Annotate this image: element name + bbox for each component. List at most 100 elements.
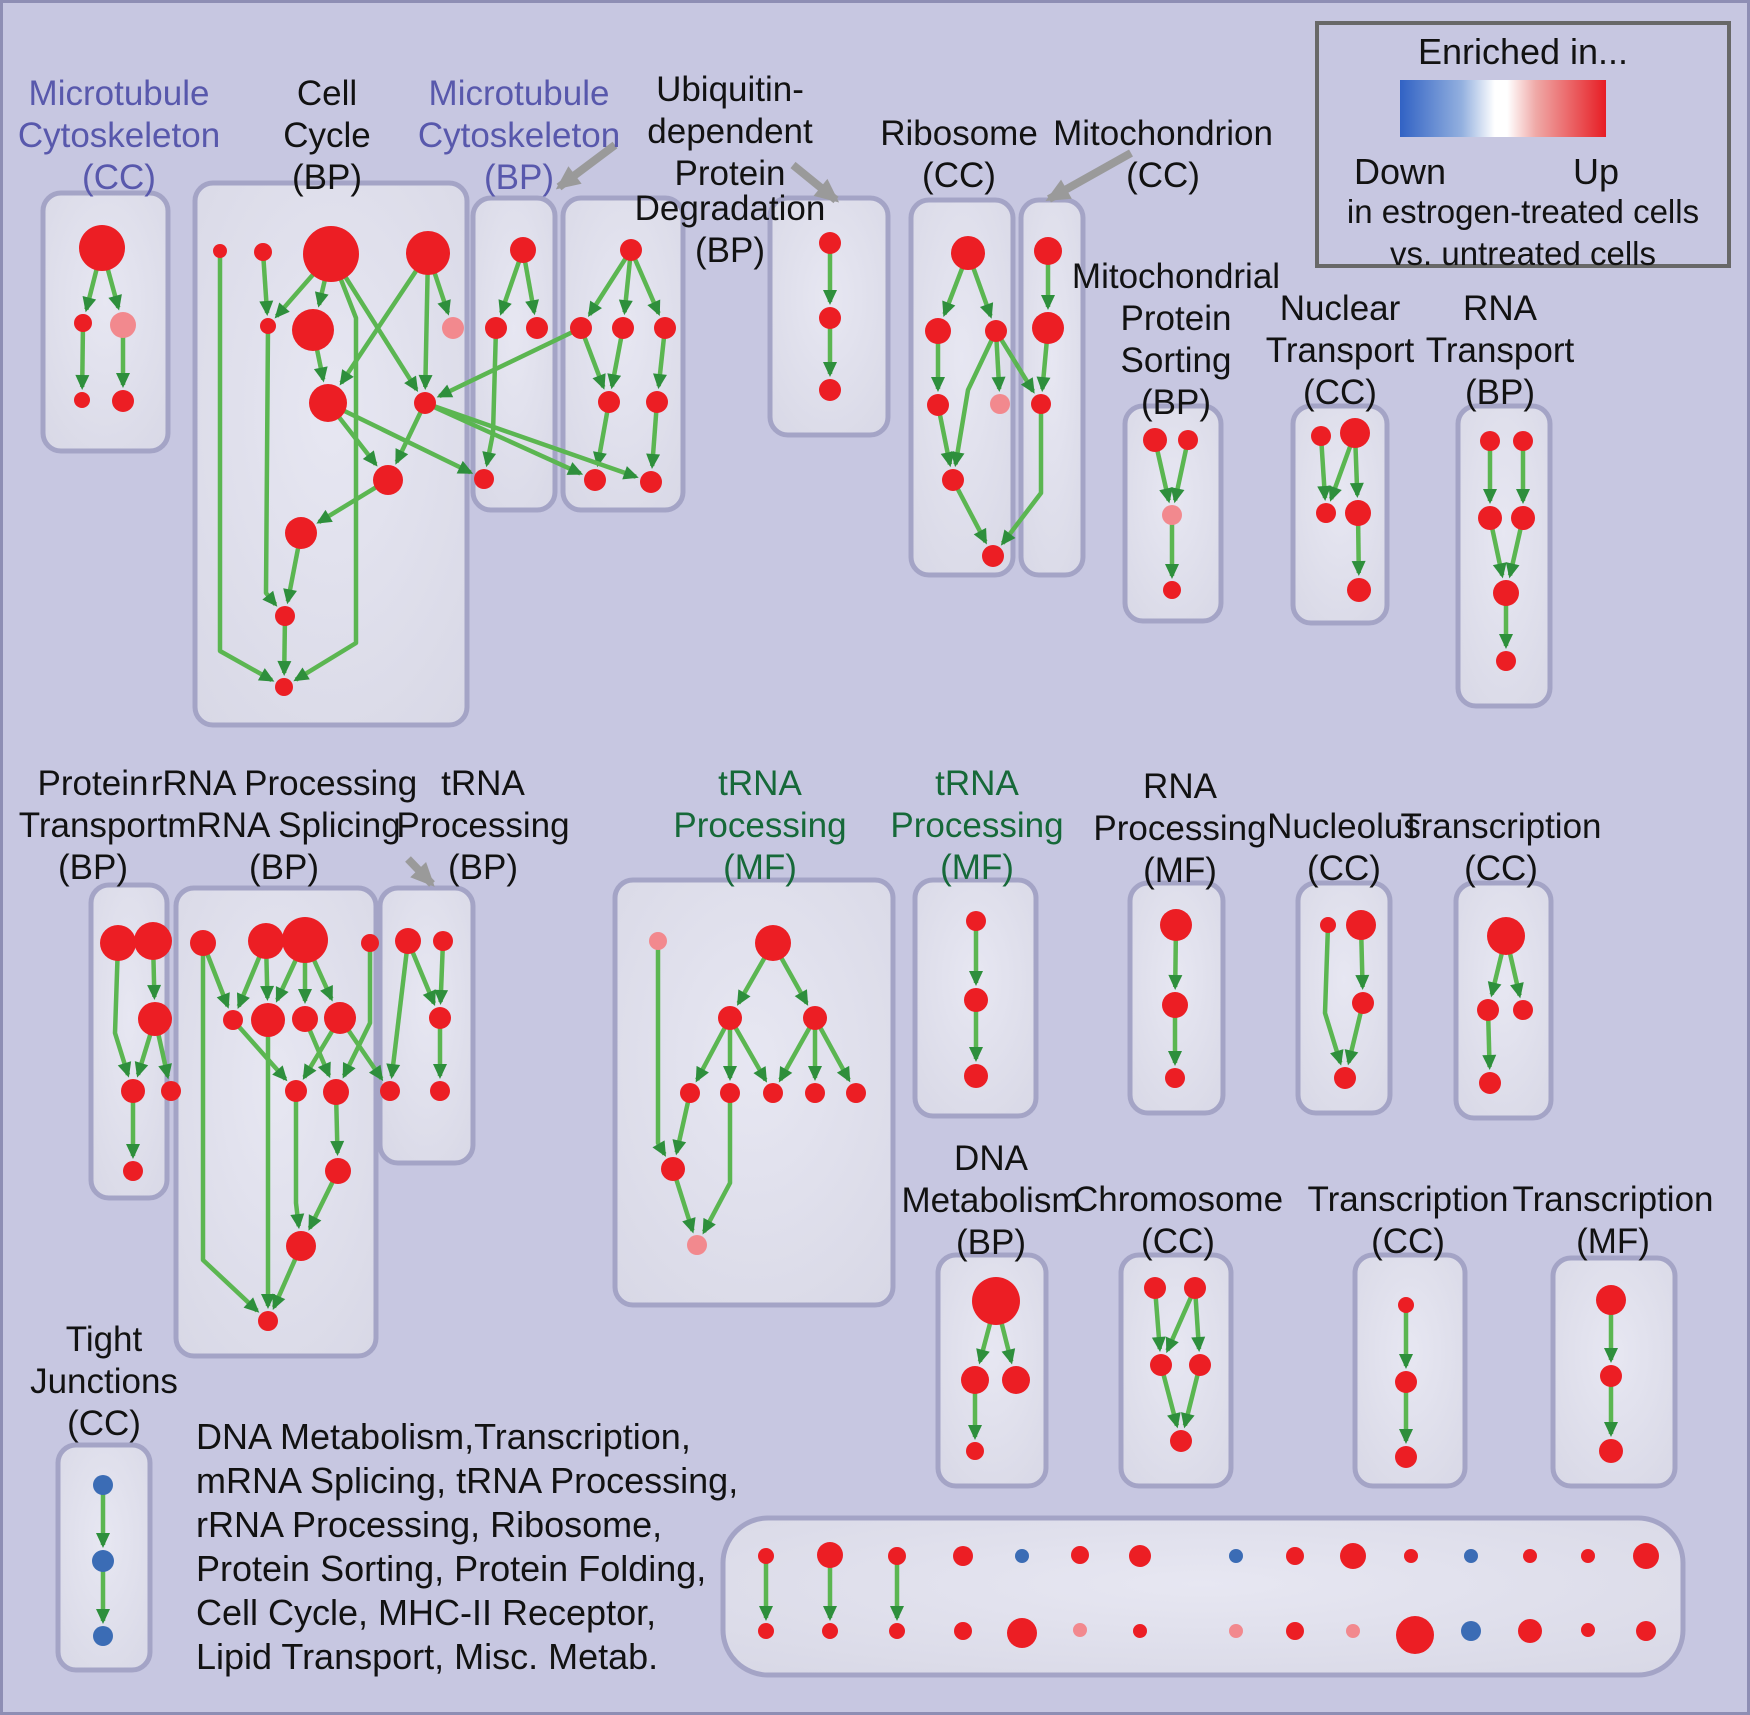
go-label-microtubule-cytoskeleton-cc: Microtubule Cytoskeleton (CC) bbox=[17, 74, 221, 197]
cell-cycle-node-11 bbox=[275, 606, 295, 626]
transcription-cc-bot-node-0 bbox=[1398, 1297, 1414, 1313]
ubiq-narrow-node-2 bbox=[819, 379, 841, 401]
cell-cycle-edge-7 bbox=[418, 252, 433, 390]
go-box-ribosome bbox=[908, 197, 1016, 578]
cell-cycle-node-12 bbox=[275, 678, 293, 696]
trna-mf-big-node-8 bbox=[846, 1083, 866, 1103]
go-label-ubiquitin-dependent-protein: Ubiquitin-dependent Protein bbox=[647, 70, 813, 193]
misc-cluster-node-19 bbox=[1007, 1618, 1037, 1648]
dna-metabolism-node-2 bbox=[1002, 1366, 1030, 1394]
rrna-mrna-node-7 bbox=[324, 1002, 356, 1034]
note-line: mRNA Splicing, tRNA Processing, bbox=[196, 1460, 739, 1501]
go-box-rrna-mrna bbox=[173, 885, 379, 1359]
note-line: Cell Cycle, MHC-II Receptor, bbox=[196, 1592, 657, 1633]
go-label-rna-processing-mf: RNA Processing (MF) bbox=[1093, 767, 1267, 890]
nuclear-transport-node-2 bbox=[1316, 503, 1336, 523]
network-diagram bbox=[40, 141, 1686, 1678]
legend-gradient-bar bbox=[1400, 80, 1606, 137]
misc-cluster-node-8 bbox=[1286, 1547, 1304, 1565]
misc-cluster-node-4 bbox=[1015, 1549, 1029, 1563]
trna-mf-big-edge-9 bbox=[672, 1092, 693, 1156]
tight-junctions-node-2 bbox=[93, 1626, 113, 1646]
go-label-dna-metabolism-bp: DNA Metabolism (BP) bbox=[901, 1139, 1081, 1262]
misc-cluster-node-15 bbox=[758, 1623, 774, 1639]
misc-cluster-node-7 bbox=[1229, 1549, 1243, 1563]
trna-mf-big-edge-8 bbox=[652, 941, 667, 1157]
cell-cycle-edge-8 bbox=[339, 251, 430, 386]
go-label-trna-processing-bp: tRNA Processing (BP) bbox=[396, 764, 570, 887]
mt-cc-node-4 bbox=[112, 390, 134, 412]
trna-bp-node-4 bbox=[430, 1081, 450, 1101]
rna-transport-node-0 bbox=[1480, 431, 1500, 451]
trna-mf-big-node-3 bbox=[803, 1006, 827, 1030]
go-label-nuclear-transport-cc: Nuclear Transport (CC) bbox=[1265, 289, 1415, 412]
chromosome-node-0 bbox=[1144, 1277, 1166, 1299]
go-box-cell-cycle bbox=[192, 180, 470, 728]
cell-cycle-node-9 bbox=[373, 465, 403, 495]
trna-mf-small-node-2 bbox=[964, 1064, 988, 1088]
transcription-cc-mid-node-2 bbox=[1513, 1000, 1533, 1020]
protein-transport-node-3 bbox=[121, 1079, 145, 1103]
misc-cluster-node-9 bbox=[1340, 1543, 1366, 1569]
go-box-trna-bp bbox=[377, 885, 476, 1166]
rrna-mrna-node-3 bbox=[361, 934, 379, 952]
ubiq-wide-node-1 bbox=[570, 317, 592, 339]
mito-sort-node-2 bbox=[1162, 505, 1182, 525]
dna-metabolism-node-1 bbox=[961, 1366, 989, 1394]
rna-proc-mf-node-0 bbox=[1160, 909, 1192, 941]
ribosome-node-3 bbox=[927, 394, 949, 416]
mt-cc-edge-2 bbox=[75, 322, 90, 390]
rrna-mrna-node-5 bbox=[251, 1003, 285, 1037]
misc-cluster-node-20 bbox=[1073, 1623, 1087, 1637]
cross-edge-0 bbox=[424, 400, 584, 476]
cell-cycle-node-7 bbox=[309, 384, 347, 422]
cross-edge-3 bbox=[327, 400, 474, 475]
ubiq-wide-node-7 bbox=[640, 471, 662, 493]
cross-edge-1 bbox=[424, 400, 639, 480]
rrna-mrna-node-0 bbox=[190, 930, 216, 956]
tight-junctions-node-0 bbox=[93, 1475, 113, 1495]
transcription-cc-mid-node-1 bbox=[1477, 999, 1499, 1021]
go-box-rna-transport bbox=[1455, 403, 1553, 709]
misc-cluster-node-24 bbox=[1346, 1624, 1360, 1638]
go-label-trna-processing-mf-1: tRNA Processing (MF) bbox=[673, 764, 847, 887]
go-box-protein-transport bbox=[88, 882, 170, 1201]
go-box-transcription-cc-mid bbox=[1453, 880, 1554, 1121]
trna-mf-big-node-10 bbox=[687, 1235, 707, 1255]
go-box-chromosome bbox=[1118, 1252, 1234, 1489]
misc-cluster-node-10 bbox=[1404, 1549, 1418, 1563]
nucleolus-node-2 bbox=[1352, 992, 1374, 1014]
cell-cycle-node-1 bbox=[254, 243, 272, 261]
ubiq-wide-node-6 bbox=[584, 469, 606, 491]
go-label-mitochondrial-protein-sorting-bp: Mitochondrial Protein Sorting (BP) bbox=[1071, 257, 1281, 422]
go-box-mt-cc bbox=[40, 190, 171, 454]
mt-cc-node-3 bbox=[74, 392, 90, 408]
trna-bp-edge-2 bbox=[386, 940, 411, 1080]
legend-down-label: Down bbox=[1353, 151, 1447, 192]
cell-cycle-edge-1 bbox=[259, 251, 274, 316]
go-box-dna-metabolism bbox=[935, 1252, 1049, 1489]
mt-cc-node-0 bbox=[79, 225, 125, 271]
mito-sort-node-0 bbox=[1143, 428, 1167, 452]
cross-edge-4 bbox=[994, 329, 1036, 394]
ubiq-wide-node-4 bbox=[598, 391, 620, 413]
go-label-transcription-mf: Transcription (MF) bbox=[1512, 1180, 1714, 1261]
mt-cc-node-2 bbox=[110, 312, 136, 338]
mitochondrion-node-2 bbox=[1031, 394, 1051, 414]
protein-transport-node-2 bbox=[138, 1002, 172, 1036]
rna-transport-node-2 bbox=[1478, 506, 1502, 530]
misc-cluster-node-25 bbox=[1396, 1616, 1434, 1654]
misc-cluster-node-16 bbox=[822, 1623, 838, 1639]
trna-bp-node-0 bbox=[395, 928, 421, 954]
ubiq-narrow-node-1 bbox=[819, 307, 841, 329]
mitochondrion-node-0 bbox=[1034, 237, 1062, 265]
chromosome-node-1 bbox=[1184, 1277, 1206, 1299]
rrna-mrna-node-9 bbox=[323, 1079, 349, 1105]
rna-transport-node-3 bbox=[1511, 506, 1535, 530]
cell-cycle-edge-0 bbox=[217, 251, 275, 683]
ubiq-wide-node-0 bbox=[620, 239, 642, 261]
go-box-nuclear-transport bbox=[1290, 403, 1390, 626]
note-text: DNA Metabolism,Transcription, mRNA Splic… bbox=[196, 1415, 738, 1679]
nuclear-transport-node-0 bbox=[1311, 426, 1331, 446]
nucleolus-edge-0 bbox=[1322, 924, 1344, 1066]
